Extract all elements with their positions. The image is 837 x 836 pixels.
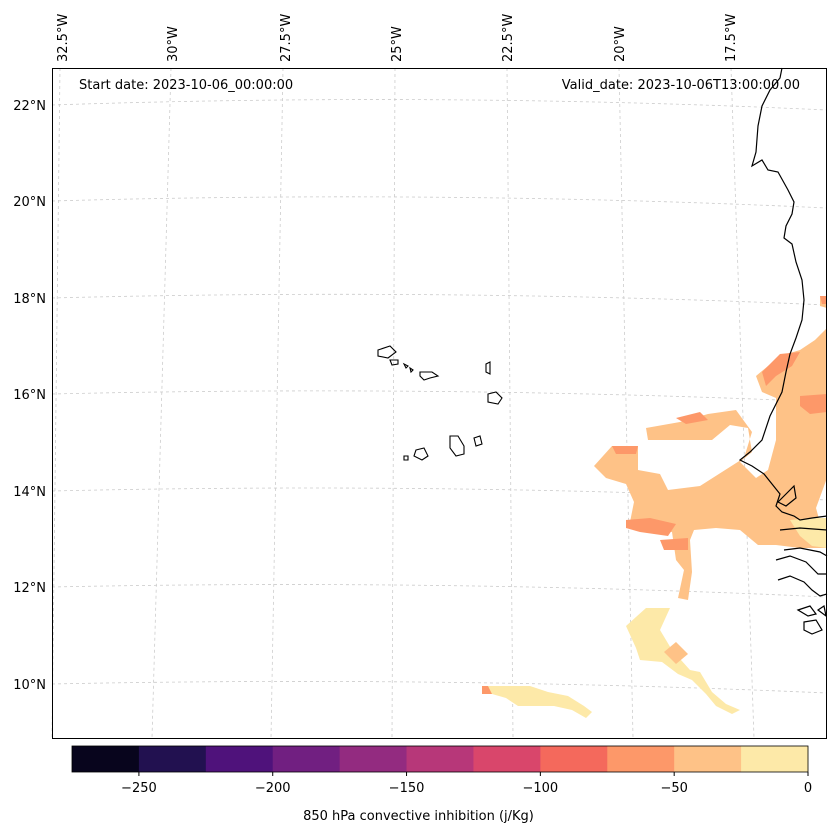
valid-date-label: Valid_date: 2023-10-06T13:00:00.00 [561,78,800,93]
cin-field [482,296,827,718]
map-frame [52,68,827,739]
lat-label: 18°N [13,292,46,307]
lat-label: 20°N [13,195,46,210]
colorbar-bin [741,746,809,772]
colorbar-frame [71,745,809,773]
colorbar-bin [473,746,541,772]
lon-label: 30°W [166,26,181,62]
cin-region-m25-0-a [626,608,740,714]
lat-label: 22°N [13,99,46,114]
colorbar-bin [339,746,408,772]
colorbar-bin [272,746,341,772]
cin-region-m75-m50-b [800,394,827,414]
colorbar-tick-label: −200 [255,781,291,796]
colorbar-bin [205,746,274,772]
lon-label: 22.5°W [501,14,516,62]
cin-region-m25-0-d [790,518,827,548]
lat-label: 14°N [13,485,46,500]
colorbar-title: 850 hPa convective inhibition (j/Kg) [303,809,534,824]
lon-label: 17.5°W [724,14,739,62]
colorbar-tick-label: −250 [121,781,157,796]
lat-label: 16°N [13,388,46,403]
cin-region-m75-m50-g [820,296,827,304]
coastline [738,67,828,635]
cin-region-m75-m50-e [676,412,708,424]
colorbar-bin [607,746,675,772]
colorbar-tick-label: −150 [389,781,425,796]
colorbar-tick-label: −100 [523,781,559,796]
colorbar-bin [540,746,608,772]
colorbar-bin [72,746,140,772]
lat-label: 10°N [13,678,46,693]
start-date-label: Start date: 2023-10-06_00:00:00 [79,78,294,93]
colorbar-tick-label: −50 [660,781,687,796]
colorbar-tick-label: 0 [804,781,812,796]
lat-labels: 22°N 20°N 18°N 16°N 14°N 12°N 10°N [13,99,46,693]
cin-region-m75-m50-a [762,352,800,386]
cin-region-m75-m50-f [612,446,638,454]
cin-region-m50-m25 [594,328,827,600]
graticule [51,67,828,739]
lon-label: 32.5°W [56,14,71,62]
lon-label: 25°W [390,26,405,62]
colorbar-bin [406,746,474,772]
colorbar-bin [138,746,207,772]
lon-labels: 32.5°W 30°W 27.5°W 25°W 22.5°W 20°W 17.5… [56,14,739,62]
lon-label: 27.5°W [279,14,294,62]
lon-label: 20°W [613,26,628,62]
cin-region-m25-0-c [488,686,592,718]
cin-region-m75-m50-c [626,518,676,536]
cin-region-m75-m50-d [660,538,688,550]
lat-label: 12°N [13,581,46,596]
cin-region-m25-0-b [664,642,688,664]
colorbar: −250 −200 −150 −100 −50 0 [71,745,812,796]
colorbar-bin [674,746,742,772]
cape-verde-islands [377,345,503,461]
